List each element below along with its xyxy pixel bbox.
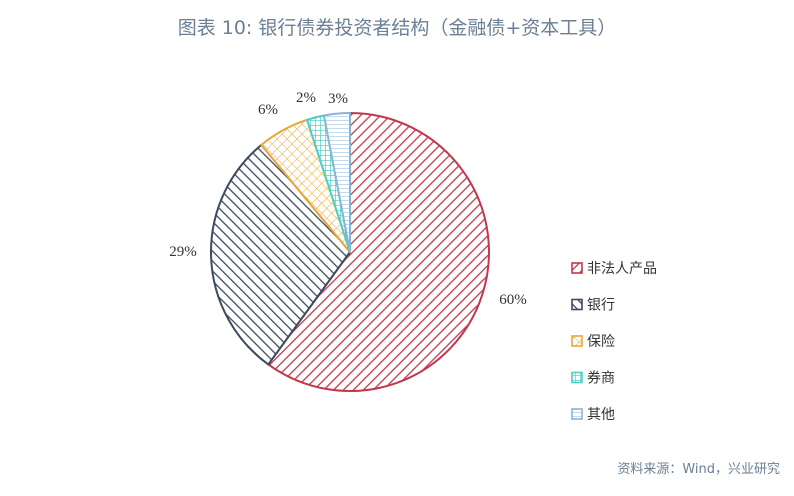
- pie-slices: [210, 112, 490, 392]
- data-labels: 60% 29% 6% 2% 3%: [169, 90, 527, 308]
- legend-item-3: 券商: [571, 371, 615, 387]
- legend-label-3: 券商: [587, 371, 615, 387]
- legend-item-0: 非法人产品: [571, 261, 657, 277]
- legend-swatch-4: [571, 408, 583, 420]
- chart-title: 图表 10: 银行债券投资者结构（金融债+资本工具）: [177, 17, 617, 39]
- legend-item-1: 银行: [571, 298, 615, 314]
- legend-swatch-3: [571, 371, 583, 384]
- legend-label-4: 其他: [587, 407, 615, 423]
- pie-slice-0: [267, 112, 490, 392]
- pie-slice-4: [322, 112, 351, 253]
- data-label-2: 6%: [258, 102, 278, 118]
- legend-item-4: 其他: [571, 407, 615, 423]
- legend-label-2: 保险: [587, 334, 615, 350]
- pie-slice-1: [210, 143, 351, 366]
- legend-item-2: 保险: [571, 334, 615, 350]
- data-label-4: 3%: [328, 91, 348, 107]
- data-label-1: 29%: [169, 244, 197, 260]
- data-label-0: 60%: [499, 292, 527, 308]
- data-label-3: 2%: [296, 90, 316, 106]
- legend-swatch-0: [571, 262, 583, 274]
- source-note: 资料来源：Wind，兴业研究: [617, 462, 780, 477]
- legend-label-0: 非法人产品: [587, 261, 657, 277]
- legend-swatch-2: [571, 335, 583, 347]
- legend-label-1: 银行: [587, 298, 615, 314]
- legend-swatch-1: [571, 298, 583, 311]
